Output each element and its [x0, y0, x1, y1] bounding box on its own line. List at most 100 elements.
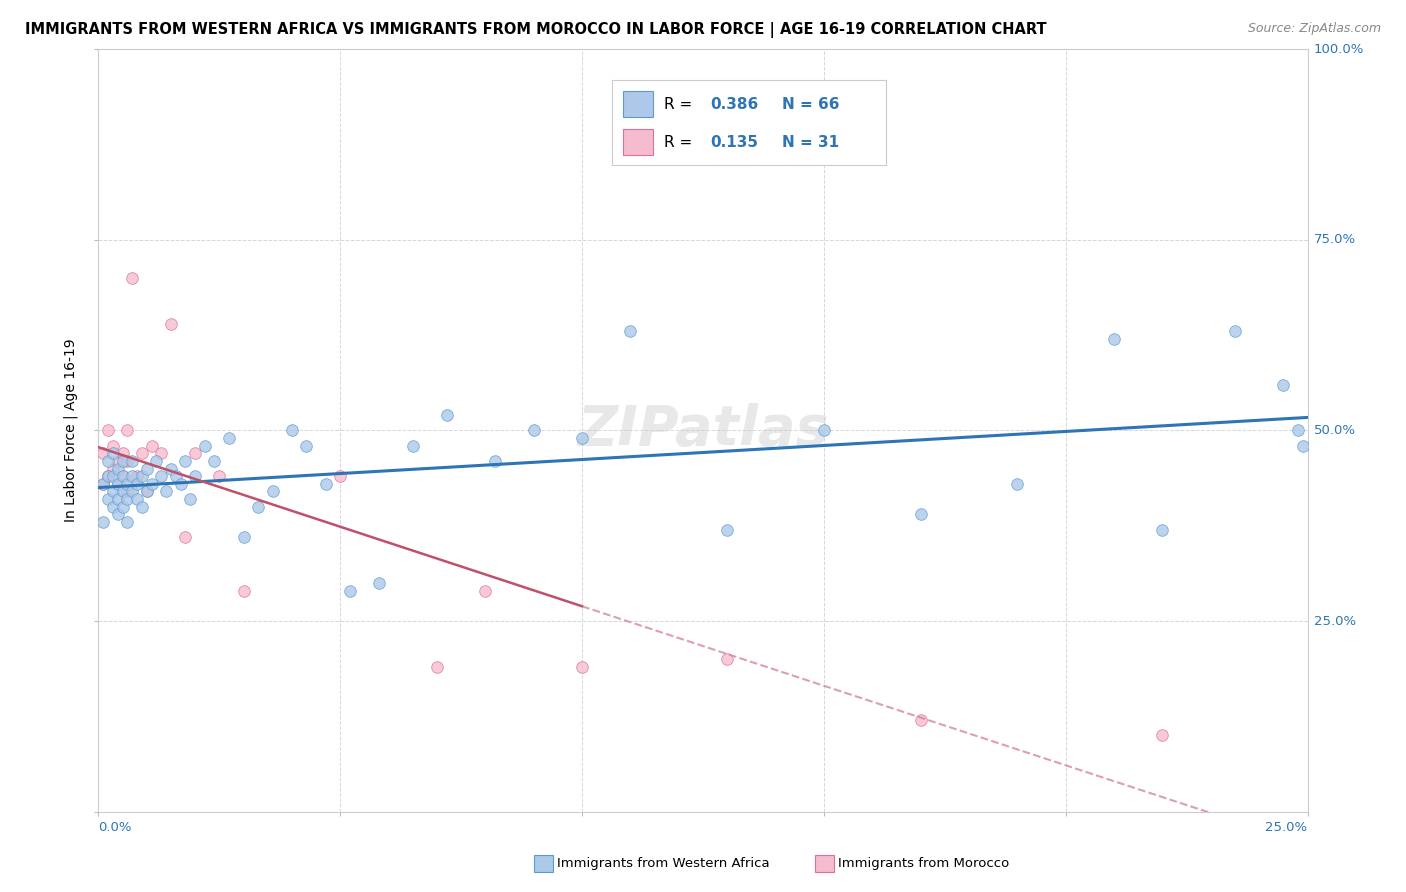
Point	[1292, 439, 1315, 453]
Point	[91, 476, 114, 491]
Point	[368, 576, 391, 591]
Point	[111, 446, 134, 460]
Point	[1102, 332, 1125, 346]
Text: Immigrants from Morocco: Immigrants from Morocco	[838, 857, 1010, 870]
Point	[131, 500, 153, 514]
Point	[111, 469, 134, 483]
Text: 75.0%: 75.0%	[1313, 233, 1355, 246]
Point	[150, 446, 173, 460]
Point	[1007, 476, 1029, 491]
Point	[910, 508, 932, 522]
Text: N = 31: N = 31	[782, 135, 839, 150]
Point	[160, 317, 183, 331]
Point	[1223, 324, 1246, 338]
Point	[117, 424, 139, 438]
Point	[135, 484, 157, 499]
Y-axis label: In Labor Force | Age 16-19: In Labor Force | Age 16-19	[63, 339, 79, 522]
Point	[127, 476, 149, 491]
FancyBboxPatch shape	[623, 91, 652, 117]
Point	[135, 461, 157, 475]
Point	[262, 484, 284, 499]
Point	[184, 469, 207, 483]
Text: R =: R =	[664, 96, 692, 112]
Point	[619, 324, 641, 338]
Point	[117, 454, 139, 468]
Point	[474, 583, 496, 598]
Point	[97, 469, 120, 483]
Text: 50.0%: 50.0%	[1313, 424, 1355, 437]
Point	[813, 424, 835, 438]
Point	[165, 469, 187, 483]
Point	[117, 484, 139, 499]
Point	[295, 439, 318, 453]
Point	[111, 484, 134, 499]
Point	[155, 484, 177, 499]
Point	[1286, 424, 1309, 438]
Point	[107, 491, 129, 506]
Text: IMMIGRANTS FROM WESTERN AFRICA VS IMMIGRANTS FROM MOROCCO IN LABOR FORCE | AGE 1: IMMIGRANTS FROM WESTERN AFRICA VS IMMIGR…	[25, 22, 1047, 38]
Text: ZIPatlas: ZIPatlas	[578, 403, 828, 458]
Point	[97, 469, 120, 483]
Point	[179, 491, 201, 506]
Point	[281, 424, 304, 438]
Point	[121, 271, 143, 285]
Point	[141, 439, 163, 453]
FancyBboxPatch shape	[623, 129, 652, 155]
Point	[145, 454, 167, 468]
Point	[716, 652, 738, 666]
Point	[184, 446, 207, 460]
Point	[101, 484, 124, 499]
Point	[107, 454, 129, 468]
Point	[117, 491, 139, 506]
Point	[97, 424, 120, 438]
Point	[160, 461, 183, 475]
Point	[101, 461, 124, 475]
Point	[523, 424, 546, 438]
Point	[127, 491, 149, 506]
Point	[107, 508, 129, 522]
Point	[247, 500, 270, 514]
Point	[194, 439, 217, 453]
Text: N = 66: N = 66	[782, 96, 839, 112]
Text: 0.386: 0.386	[710, 96, 759, 112]
Point	[101, 469, 124, 483]
Point	[101, 439, 124, 453]
Point	[91, 476, 114, 491]
Point	[571, 431, 593, 445]
Point	[117, 476, 139, 491]
Point	[107, 476, 129, 491]
Point	[315, 476, 337, 491]
Text: 25.0%: 25.0%	[1265, 821, 1308, 834]
Point	[131, 446, 153, 460]
Point	[208, 469, 231, 483]
Point	[232, 530, 254, 544]
Point	[141, 476, 163, 491]
Text: 0.135: 0.135	[710, 135, 758, 150]
Point	[204, 454, 226, 468]
Text: 100.0%: 100.0%	[1313, 43, 1364, 55]
Point	[174, 530, 197, 544]
Point	[101, 500, 124, 514]
Text: 25.0%: 25.0%	[1313, 615, 1355, 628]
Point	[402, 439, 425, 453]
Point	[127, 469, 149, 483]
Point	[91, 446, 114, 460]
Point	[111, 454, 134, 468]
Point	[484, 454, 506, 468]
Point	[121, 484, 143, 499]
Point	[329, 469, 352, 483]
Point	[101, 446, 124, 460]
Point	[121, 454, 143, 468]
Point	[117, 515, 139, 529]
Point	[107, 461, 129, 475]
Point	[97, 454, 120, 468]
Point	[135, 484, 157, 499]
Point	[716, 523, 738, 537]
Point	[910, 713, 932, 727]
Point	[169, 476, 191, 491]
Point	[121, 469, 143, 483]
Point	[232, 583, 254, 598]
Text: Immigrants from Western Africa: Immigrants from Western Africa	[557, 857, 769, 870]
Point	[97, 491, 120, 506]
Point	[91, 515, 114, 529]
